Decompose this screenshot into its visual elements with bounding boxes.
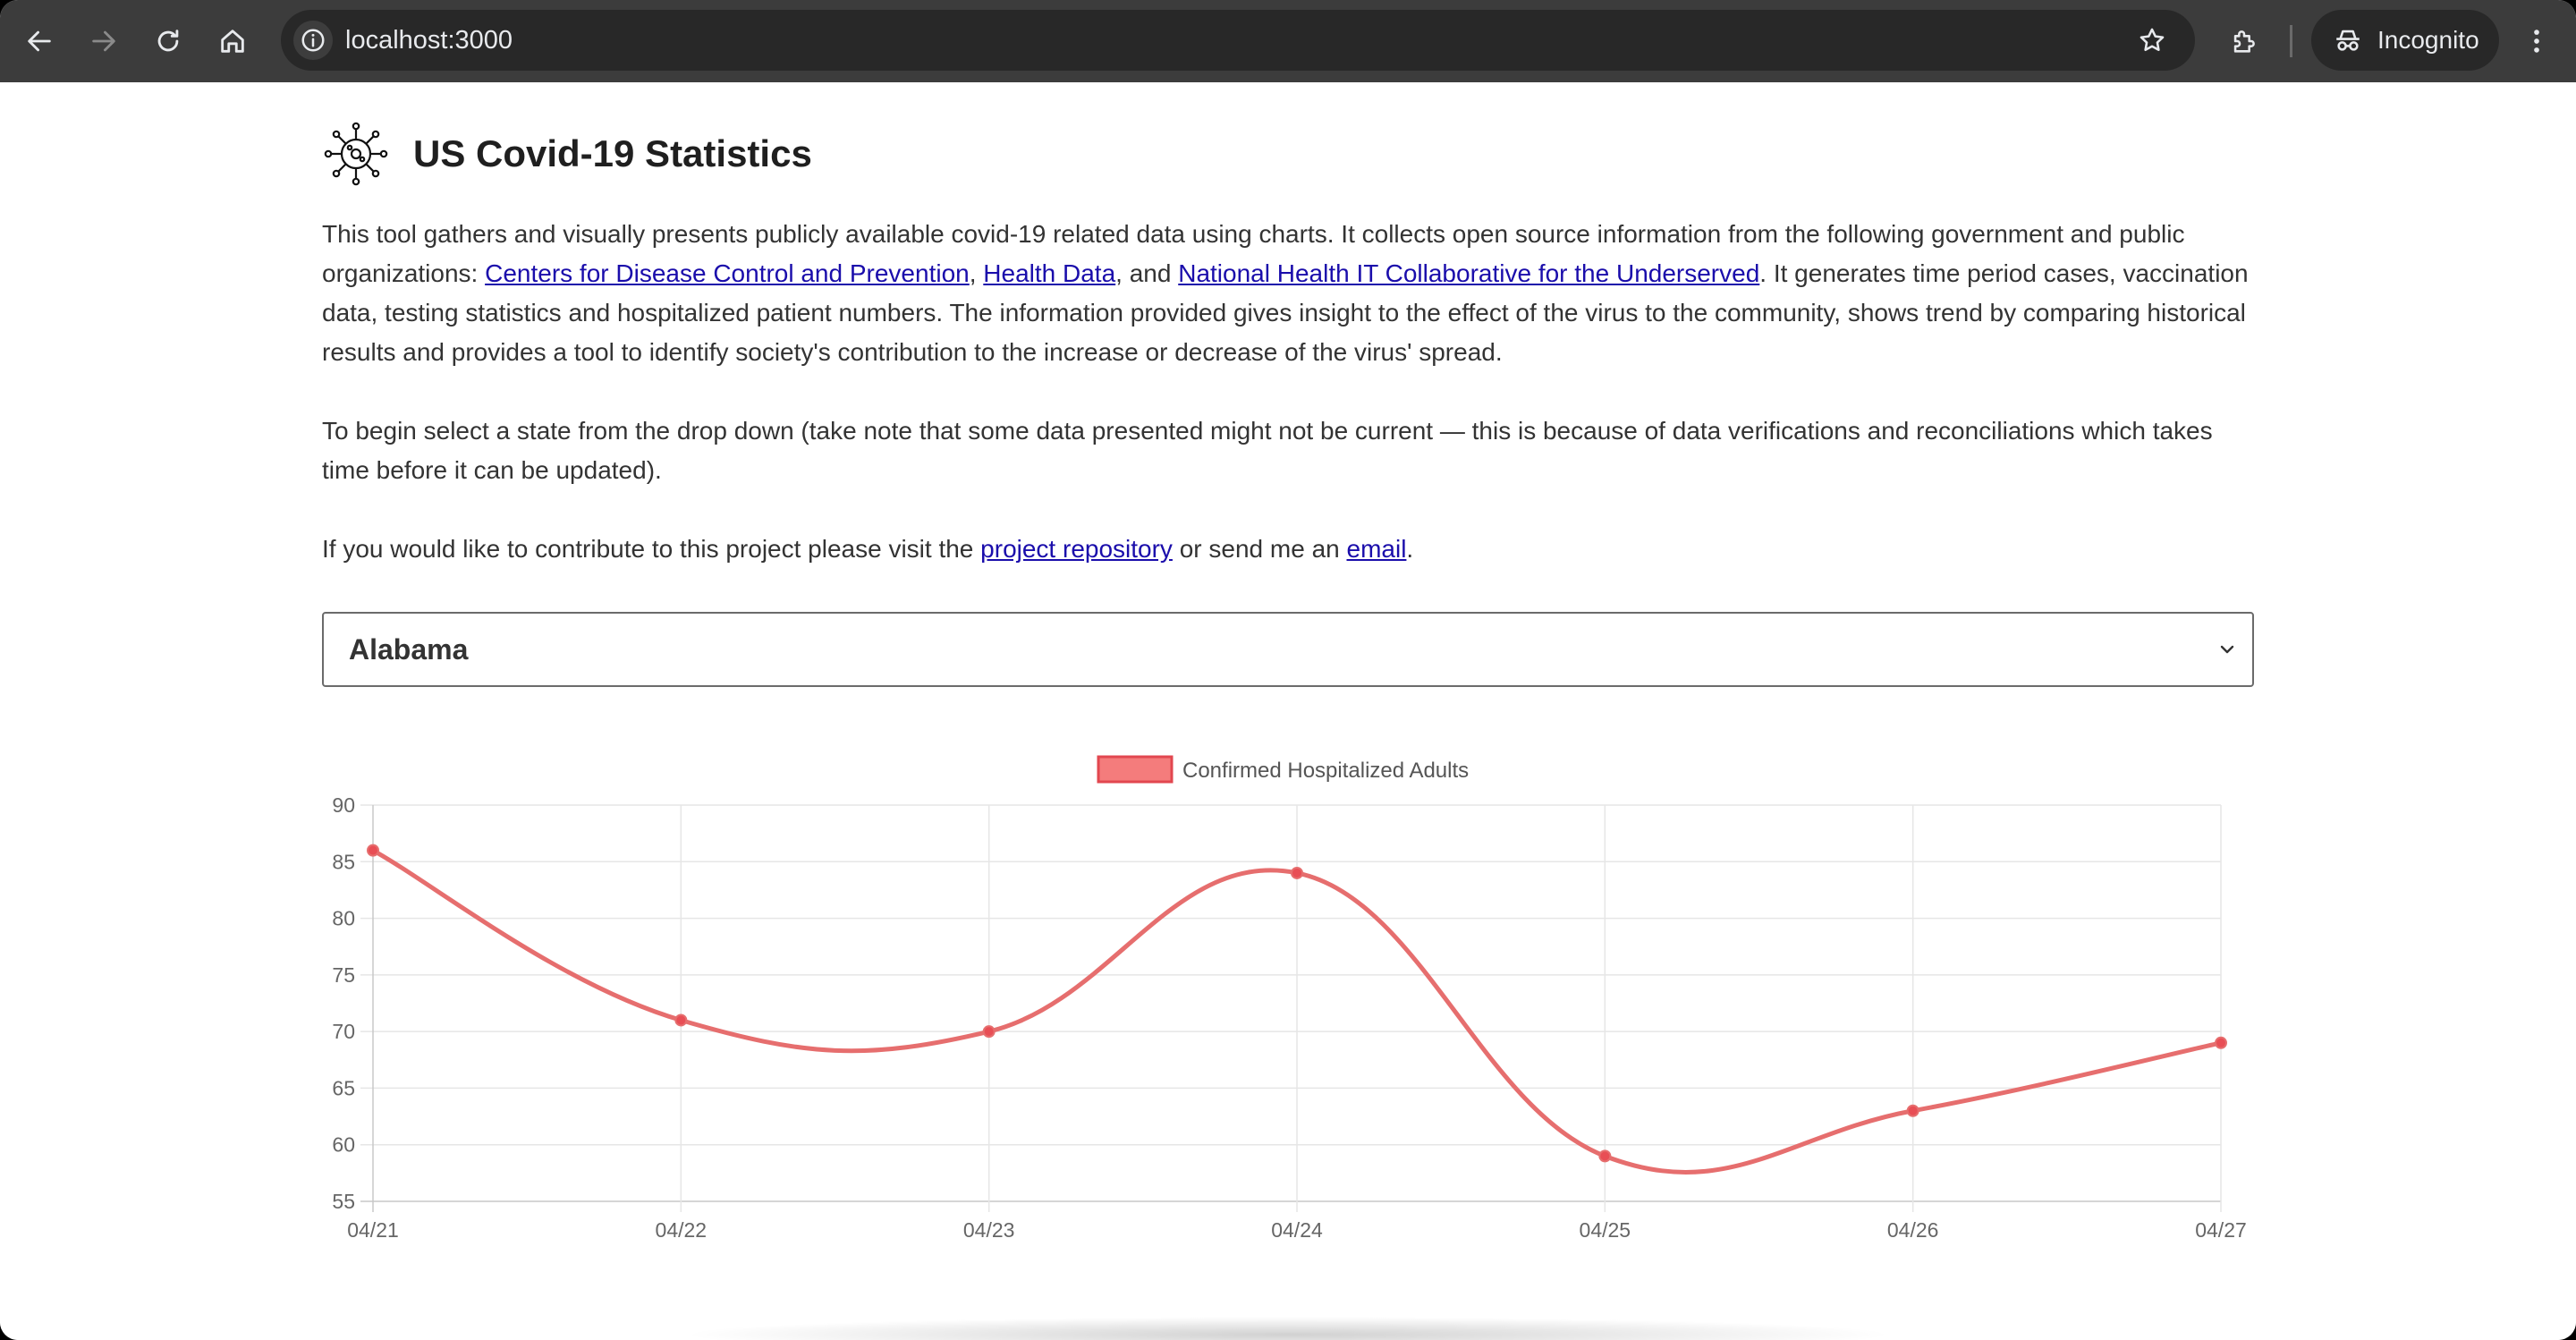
browser-toolbar: localhost:3000 Incognito bbox=[0, 0, 2576, 82]
site-info-button[interactable] bbox=[293, 21, 333, 60]
contribute-text-3: . bbox=[1406, 535, 1414, 563]
puzzle-icon bbox=[2233, 30, 2255, 53]
browser-menu-button[interactable] bbox=[2513, 18, 2560, 64]
forward-button[interactable] bbox=[80, 18, 127, 64]
kebab-menu-icon bbox=[2534, 30, 2539, 53]
intro-text-2: . It generates time period cases, vaccin… bbox=[322, 259, 2249, 366]
data-point bbox=[1291, 866, 1303, 879]
address-bar[interactable]: localhost:3000 bbox=[281, 10, 2195, 71]
y-tick-label: 90 bbox=[332, 793, 355, 817]
section-shadow bbox=[680, 1317, 1896, 1340]
star-icon bbox=[2140, 28, 2165, 52]
legend-swatch bbox=[1097, 755, 1174, 784]
data-point bbox=[2215, 1036, 2227, 1049]
y-tick-label: 70 bbox=[332, 1020, 355, 1043]
data-point bbox=[674, 1013, 688, 1027]
bookmark-button[interactable] bbox=[2132, 21, 2172, 60]
project-repository-link[interactable]: project repository bbox=[980, 535, 1173, 563]
health-data-link[interactable]: Health Data bbox=[983, 259, 1116, 287]
state-select-value: Alabama bbox=[349, 633, 469, 666]
data-point bbox=[1598, 1149, 1612, 1163]
y-tick-label: 75 bbox=[332, 963, 355, 987]
x-tick-label: 04/26 bbox=[1887, 1218, 1939, 1242]
intro-text-1: This tool gathers and visually presents … bbox=[322, 220, 2185, 287]
page-title: US Covid-19 Statistics bbox=[413, 132, 812, 174]
email-link[interactable]: email bbox=[1346, 535, 1407, 563]
back-button[interactable] bbox=[16, 18, 63, 64]
extensions-button[interactable] bbox=[2221, 18, 2267, 64]
page-header: US Covid-19 Statistics bbox=[322, 118, 812, 190]
home-icon bbox=[221, 30, 244, 53]
y-tick-label: 65 bbox=[332, 1076, 355, 1099]
instructions-paragraph: To begin select a state from the drop do… bbox=[322, 417, 2213, 484]
intro-separator-1: , bbox=[969, 259, 984, 287]
y-tick-label: 85 bbox=[332, 850, 355, 873]
nhit-link[interactable]: National Health IT Collaborative for the… bbox=[1178, 259, 1760, 287]
virus-icon bbox=[324, 122, 388, 186]
incognito-label: Incognito bbox=[2377, 26, 2479, 54]
incognito-badge[interactable]: Incognito bbox=[2311, 10, 2499, 71]
y-tick-label: 55 bbox=[332, 1190, 355, 1213]
intro-separator-2: , and bbox=[1115, 259, 1179, 287]
y-tick-label: 80 bbox=[332, 907, 355, 930]
data-point bbox=[982, 1025, 996, 1039]
x-tick-label: 04/22 bbox=[656, 1218, 708, 1242]
y-tick-label: 60 bbox=[332, 1133, 355, 1157]
toolbar-divider bbox=[2290, 25, 2292, 57]
contribute-text-1: If you would like to contribute to this … bbox=[322, 535, 981, 563]
contribute-text-2: or send me an bbox=[1172, 535, 1347, 563]
x-tick-label: 04/25 bbox=[1580, 1218, 1631, 1242]
cdc-link[interactable]: Centers for Disease Control and Preventi… bbox=[485, 259, 970, 287]
data-point bbox=[367, 844, 379, 857]
chevron-down-icon bbox=[2220, 645, 2234, 654]
x-tick-label: 04/21 bbox=[347, 1218, 399, 1242]
x-tick-label: 04/23 bbox=[963, 1218, 1015, 1242]
state-select[interactable]: Alabama bbox=[322, 612, 2254, 687]
contribute-paragraph: If you would like to contribute to this … bbox=[322, 530, 2254, 569]
reload-button[interactable] bbox=[145, 18, 191, 64]
back-arrow-icon bbox=[28, 30, 51, 52]
page-viewport: US Covid-19 Statistics This tool gathers… bbox=[0, 82, 2576, 1340]
forward-arrow-icon bbox=[92, 30, 115, 52]
url-text[interactable]: localhost:3000 bbox=[345, 26, 513, 55]
legend-label: Confirmed Hospitalized Adults bbox=[1182, 759, 1469, 783]
home-button[interactable] bbox=[209, 18, 256, 64]
data-point bbox=[1906, 1104, 1919, 1117]
reload-icon bbox=[157, 30, 179, 52]
intro-paragraph: This tool gathers and visually presents … bbox=[322, 215, 2254, 372]
x-tick-label: 04/24 bbox=[1271, 1218, 1323, 1242]
info-icon bbox=[301, 29, 325, 52]
x-tick-label: 04/27 bbox=[2195, 1218, 2247, 1242]
hospitalized-chart: 90 85 80 75 70 65 60 55 04/21 04/22 04/23 04/24 04/2… bbox=[332, 755, 2247, 1242]
incognito-icon bbox=[2336, 30, 2360, 51]
